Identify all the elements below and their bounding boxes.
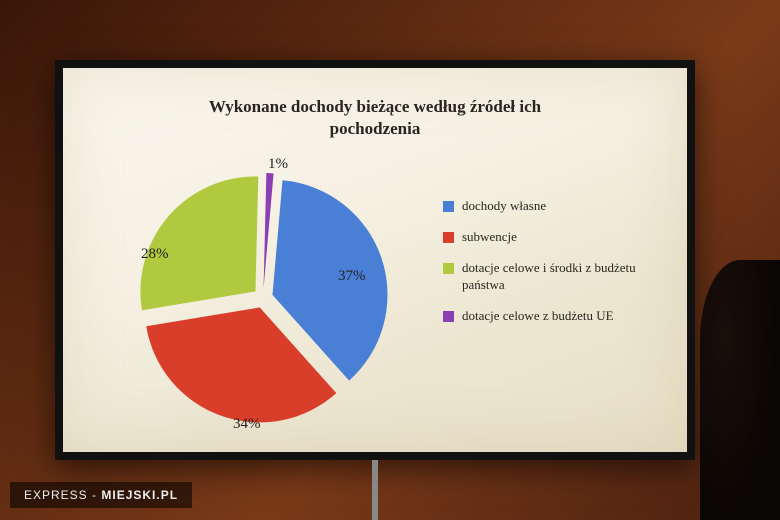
legend: dochody własne subwencje dotacje celowe … <box>443 198 673 338</box>
chart-title: Wykonane dochody bieżące według źródeł i… <box>63 96 687 140</box>
watermark-part1: EXPRESS <box>24 488 88 502</box>
legend-label-0: dochody własne <box>462 198 546 215</box>
watermark-sep: - <box>88 488 102 502</box>
projector-screen-frame: Wykonane dochody bieżące według źródeł i… <box>55 60 695 460</box>
legend-label-3: dotacje celowe z budżetu UE <box>462 308 614 325</box>
slice-label-2: 28% <box>141 246 169 263</box>
watermark: EXPRESS - MIEJSKI.PL <box>10 482 192 508</box>
legend-label-2: dotacje celowe i środki z budżetu państw… <box>462 260 673 294</box>
legend-swatch-0 <box>443 201 454 212</box>
title-line2: pochodzenia <box>63 118 687 140</box>
title-line1: Wykonane dochody bieżące według źródeł i… <box>63 96 687 118</box>
room-background: Wykonane dochody bieżące według źródeł i… <box>0 0 780 520</box>
pie-chart: 37% 34% 28% 1% <box>123 168 403 428</box>
slice-label-3: 1% <box>268 156 288 173</box>
pie-svg <box>123 168 403 428</box>
pie-slice <box>140 176 258 310</box>
projector-screen: Wykonane dochody bieżące według źródeł i… <box>63 68 687 452</box>
slice-label-0: 37% <box>338 268 366 285</box>
pie-slice <box>264 173 274 288</box>
legend-item-3: dotacje celowe z budżetu UE <box>443 308 673 325</box>
legend-item-1: subwencje <box>443 229 673 246</box>
screen-stand <box>372 460 378 520</box>
watermark-part2: MIEJSKI.PL <box>101 488 178 502</box>
legend-swatch-1 <box>443 232 454 243</box>
legend-swatch-3 <box>443 311 454 322</box>
legend-item-0: dochody własne <box>443 198 673 215</box>
legend-label-1: subwencje <box>462 229 517 246</box>
slice-label-1: 34% <box>233 416 261 433</box>
legend-swatch-2 <box>443 263 454 274</box>
legend-item-2: dotacje celowe i środki z budżetu państw… <box>443 260 673 294</box>
person-silhouette <box>700 260 780 520</box>
